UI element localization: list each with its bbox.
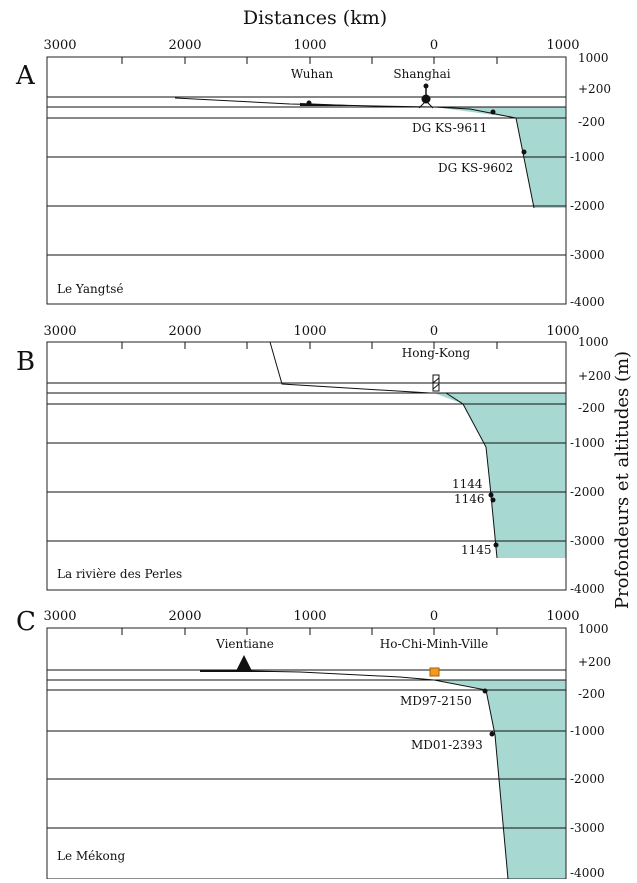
city-marker-detail: [432, 377, 440, 384]
city-marker-base: [418, 100, 434, 109]
river-profile-fill: [300, 103, 372, 106]
core-label: DG KS-9602: [438, 161, 513, 175]
y-tick-label: 1000: [578, 51, 609, 65]
core-point: [490, 109, 496, 115]
y-tick-label: -4000: [570, 582, 605, 596]
y-tick-label: -1000: [570, 436, 605, 450]
core-label: MD01-2393: [411, 738, 483, 752]
panel-letter-c: C: [16, 607, 36, 637]
panel-a: A 3000 2000 1000 0 1000: [15, 38, 611, 309]
y-tick-label: -200: [578, 401, 605, 415]
figure-title: Distances (km): [243, 7, 387, 29]
y-axis-label: Profondeurs et altitudes (m): [612, 351, 633, 609]
sea-area: [434, 107, 566, 208]
x-tick-label: 2000: [168, 38, 201, 53]
core-label: 1146: [454, 492, 485, 506]
x-tick-label: 1000: [546, 324, 579, 339]
x-tick-label: 0: [430, 324, 438, 339]
city-pin-head: [423, 83, 429, 89]
x-tick-label: 0: [430, 609, 438, 624]
core-label: DG KS-9611: [412, 121, 487, 135]
city-label-hong-kong: Hong-Kong: [402, 346, 471, 360]
panel-river-name: Le Mékong: [57, 849, 125, 863]
y-tick-label: -1000: [570, 150, 605, 164]
city-marker-detail: [432, 383, 440, 390]
panel-letter-b: B: [16, 347, 35, 377]
y-tick-label: -3000: [570, 821, 605, 835]
core-label: 1144: [452, 477, 483, 491]
core-label: 1145: [461, 543, 492, 557]
y-tick-label: -3000: [570, 534, 605, 548]
pagoda-marker: [236, 655, 252, 671]
y-tick-label: -2000: [570, 199, 605, 213]
y-tick-label: -3000: [570, 248, 605, 262]
river-profile: [174, 97, 535, 209]
y-tick-label: -200: [578, 687, 605, 701]
river-profile: [269, 341, 498, 559]
core-point: [482, 688, 488, 694]
y-tick-label: +200: [578, 82, 611, 96]
x-tick-label: 1000: [293, 38, 326, 53]
y-tick-label: 1000: [578, 622, 609, 636]
x-tick-label: 2000: [168, 609, 201, 624]
x-tick-label: 3000: [43, 38, 76, 53]
panel-letter-a: A: [15, 61, 36, 91]
city-label-vientiane: Vientiane: [215, 637, 274, 651]
city-label-shanghai: Shanghai: [393, 67, 450, 81]
panel-b: B 3000 2000 1000 0 1000 Hong-Kong 1144 1…: [16, 324, 611, 596]
panel-frame: [46, 341, 567, 591]
x-tick-label: 3000: [43, 609, 76, 624]
panel-river-name: La rivière des Perles: [57, 567, 182, 581]
core-point: [521, 149, 527, 155]
x-tick-label: 2000: [168, 324, 201, 339]
core-point: [490, 497, 496, 503]
y-tick-label: -4000: [570, 295, 605, 309]
y-tick-label: +200: [578, 369, 611, 383]
y-tick-label: -2000: [570, 485, 605, 499]
x-tick-label: 1000: [293, 324, 326, 339]
x-tick-label: 1000: [293, 609, 326, 624]
y-tick-label: 1000: [578, 335, 609, 349]
y-tick-label: -4000: [570, 866, 605, 879]
city-marker-square: [429, 667, 440, 677]
core-point: [488, 492, 494, 498]
x-tick-label: 1000: [546, 609, 579, 624]
city-label-ho-chi-minh-ville: Ho-Chi-Minh-Ville: [380, 637, 488, 651]
core-point: [489, 731, 495, 737]
city-marker: [421, 94, 431, 104]
y-tick-label: -200: [578, 115, 605, 129]
sea-area: [434, 393, 566, 558]
core-label: MD97-2150: [400, 694, 472, 708]
panel-frame: [46, 627, 567, 880]
y-tick-label: -2000: [570, 772, 605, 786]
city-marker: [306, 100, 312, 106]
core-point: [493, 542, 499, 548]
y-tick-label: +200: [578, 655, 611, 669]
x-tick-label: 3000: [43, 324, 76, 339]
panel-river-name: Le Yangtsé: [57, 282, 124, 296]
city-label-wuhan: Wuhan: [291, 67, 333, 81]
x-tick-label: 0: [430, 38, 438, 53]
panel-c: C 3000 2000 1000 0 1000 Vientiane Ho-Chi…: [16, 607, 611, 880]
x-tick-label: 1000: [546, 38, 579, 53]
panel-frame: [46, 56, 567, 305]
y-tick-label: -1000: [570, 724, 605, 738]
